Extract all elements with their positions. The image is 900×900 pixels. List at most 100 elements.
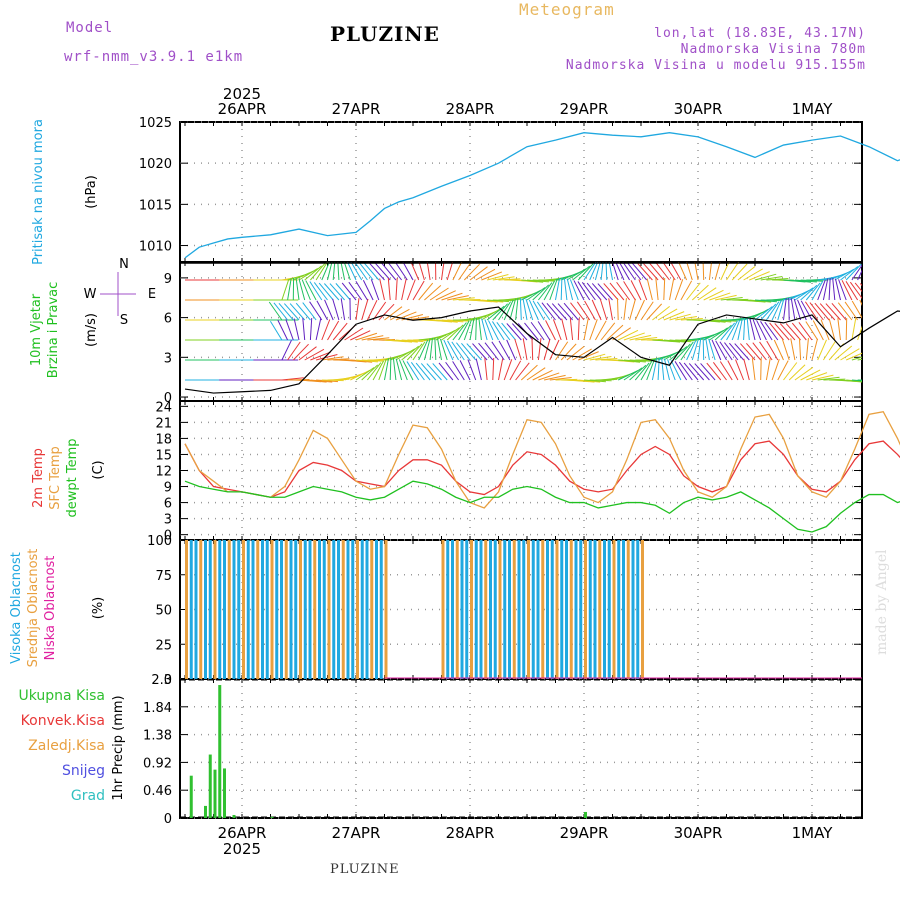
- wind-barb: [643, 263, 659, 281]
- wind-barb: [637, 263, 653, 281]
- wind-barb: [434, 337, 437, 361]
- cloud-bar: [574, 540, 578, 679]
- wind-barb: [472, 343, 488, 361]
- wind-barb: [367, 362, 382, 381]
- wind-barb: [819, 303, 836, 321]
- cloud-bar: [441, 540, 445, 679]
- y-tick-label: 9: [164, 481, 172, 496]
- wind-barb: [869, 322, 882, 340]
- wind-barb: [389, 357, 392, 381]
- wind-barb: [526, 367, 546, 381]
- wind-barb: [437, 338, 442, 361]
- wind-barb: [694, 363, 710, 381]
- wind-barb: [309, 281, 323, 301]
- wind-barb: [640, 338, 664, 341]
- wind-barb: [475, 317, 477, 341]
- wind-barb: [715, 340, 727, 361]
- cloud-bar: [622, 540, 625, 679]
- wind-barb: [285, 319, 294, 341]
- wind-barb: [863, 358, 885, 360]
- wind-barb: [800, 279, 823, 282]
- wind-barb: [305, 280, 317, 301]
- cloud-bar: [489, 540, 492, 679]
- cloud-unit-0: (%): [91, 597, 106, 620]
- cloud-bar: [313, 540, 317, 679]
- cloud-ylabel-2: Niska Oblacnost: [43, 556, 58, 661]
- wind-barb: [452, 322, 467, 341]
- cloud-bar: [584, 540, 587, 679]
- wind-barb: [372, 360, 385, 381]
- wind-barb: [560, 343, 577, 361]
- wind-barb: [340, 262, 346, 281]
- wind-barb: [805, 321, 819, 341]
- wind-barb: [555, 278, 561, 301]
- wind-barb: [800, 284, 818, 301]
- wind-barb: [781, 338, 790, 361]
- wind-barb: [809, 302, 824, 321]
- wind-barb: [800, 369, 821, 381]
- wind-barb: [726, 320, 738, 341]
- wind-barb: [491, 341, 505, 361]
- wind-barb: [281, 339, 292, 361]
- wind-barb: [469, 266, 488, 281]
- wind-barb: [603, 283, 619, 301]
- wind-barb: [526, 287, 546, 301]
- wind-barb: [715, 319, 738, 322]
- model-name: wrf-nmm_v3.9.1 e1km: [64, 49, 244, 65]
- cloud-bar: [346, 540, 350, 679]
- cloud-bar: [555, 540, 559, 679]
- wind-barb: [616, 281, 631, 301]
- wind-barb: [731, 263, 748, 281]
- wind-barb: [378, 303, 395, 321]
- wind-barb: [435, 290, 456, 301]
- wind-barb: [481, 318, 488, 341]
- wind-barb: [670, 360, 682, 381]
- wind-barb: [395, 348, 416, 361]
- wind-barb: [709, 327, 728, 341]
- wind-barb: [387, 262, 402, 281]
- wind-barb: [838, 279, 847, 301]
- wind-barb: [798, 322, 813, 341]
- wind-barb: [670, 262, 682, 281]
- wind-barb: [729, 342, 744, 361]
- cloud-bar: [199, 540, 203, 679]
- precip-bar: [218, 685, 222, 818]
- wind-barb: [891, 281, 900, 300]
- cloud-bar: [522, 540, 526, 679]
- wind-barb: [394, 262, 408, 281]
- wind-barb: [441, 262, 445, 281]
- wind-barb: [709, 292, 731, 301]
- cloud-bar: [550, 540, 554, 679]
- precip-legend-3: Snijeg: [62, 763, 105, 779]
- wind-barb: [467, 359, 477, 381]
- cloud-bar: [641, 540, 644, 679]
- wind-barb: [355, 280, 368, 301]
- y-tick-label: 3: [164, 513, 172, 528]
- wind-barb: [765, 301, 780, 321]
- wind-barb: [475, 299, 498, 303]
- cloud-bar: [280, 540, 283, 679]
- wind-barb: [478, 342, 494, 361]
- cloud-bar: [360, 540, 364, 679]
- wind-barb: [697, 287, 717, 301]
- wind-barb: [739, 343, 756, 361]
- wind-barb: [886, 371, 900, 380]
- wind-barb: [866, 284, 881, 300]
- wind-barb: [335, 283, 351, 301]
- wind-barb: [743, 299, 766, 303]
- wind-barb: [788, 290, 810, 301]
- precip-bar: [232, 814, 236, 818]
- wind-barb: [509, 298, 517, 321]
- wind-barb: [817, 279, 826, 301]
- wind-barb: [825, 303, 841, 321]
- wind-barb: [828, 318, 836, 341]
- date-label-bottom: 27APR: [332, 824, 381, 842]
- wind-barb: [578, 351, 599, 361]
- wind-barb: [627, 262, 642, 281]
- wind-barb: [329, 283, 345, 301]
- wind-barb: [629, 364, 647, 381]
- wind-barb: [759, 341, 773, 361]
- wind-barb: [771, 299, 782, 321]
- wind-barb: [355, 367, 375, 381]
- cloud-bar: [465, 540, 469, 679]
